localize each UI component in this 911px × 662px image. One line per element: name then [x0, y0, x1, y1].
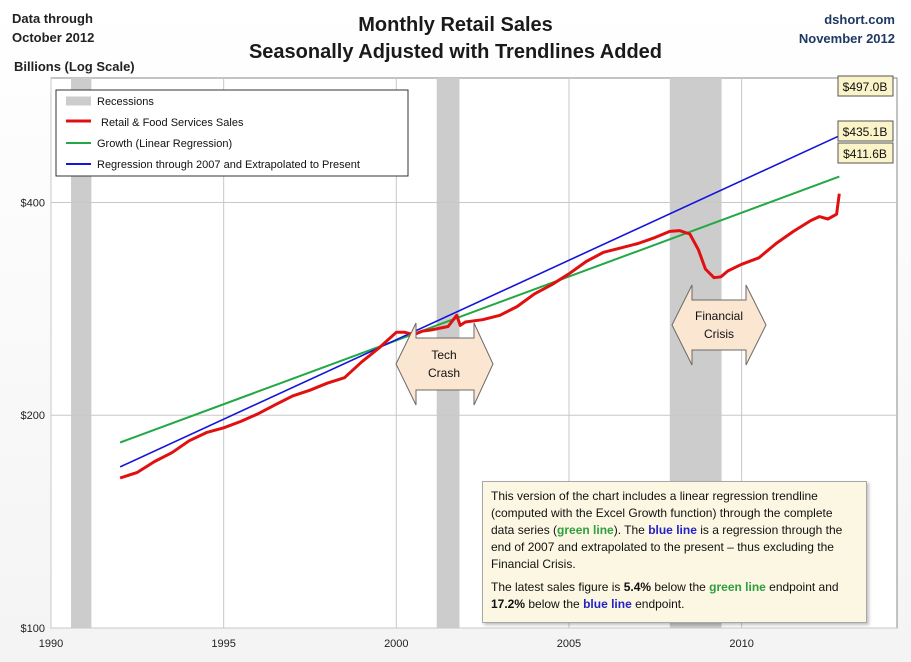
info-paragraph-2: The latest sales figure is 5.4% below th… [491, 579, 858, 613]
data-through-note: Data through October 2012 [12, 9, 94, 47]
growth-line [119, 175, 840, 444]
note-line-2: October 2012 [12, 30, 95, 45]
regression-line [119, 135, 840, 468]
source-credit: dshort.com November 2012 [799, 10, 895, 48]
info-text: is a regression through the end of 2007 … [491, 523, 843, 571]
financial-crisis-label-1: Financial [695, 309, 743, 323]
blue-end-label-box [837, 75, 894, 97]
y-tick-label: $100 [21, 623, 45, 635]
note-line-1: Data through [12, 11, 93, 26]
y-tick-label: $400 [21, 197, 45, 209]
info-text: below the [525, 597, 584, 611]
title-line-1: Monthly Retail Sales [358, 14, 553, 36]
info-text: The latest sales figure is [491, 580, 624, 594]
x-tick-label: 1995 [211, 638, 235, 650]
red-end-label-box [837, 142, 894, 164]
info-text: below the [651, 580, 710, 594]
info-text: ). The [613, 523, 649, 537]
financial-crisis-annotation: Financial Crisis [671, 284, 767, 366]
legend-retail: Retail & Food Services Sales [101, 117, 244, 129]
info-text: endpoint. [631, 597, 685, 611]
info-box: This version of the chart includes a lin… [482, 481, 867, 623]
legend-regression: Regression through 2007 and Extrapolated… [97, 159, 360, 171]
source-line-2: November 2012 [798, 31, 895, 46]
chart-title: Monthly Retail Sales Seasonally Adjusted… [0, 12, 911, 66]
info-pct-green: 5.4% [623, 580, 652, 594]
source-line-1: dshort.com [824, 12, 895, 27]
financial-crisis-arrow [671, 284, 767, 366]
tech-crash-label-1: Tech [431, 348, 456, 362]
x-tick-label: 2010 [729, 638, 753, 650]
tech-crash-arrow [395, 322, 494, 406]
blue-end-label: $497.0B [843, 80, 888, 94]
retail-sales-line [119, 193, 841, 480]
green-end-label: $435.1B [843, 125, 888, 139]
red-end-label: $411.6B [843, 147, 887, 161]
x-tick-label: 2000 [384, 638, 408, 650]
green-end-label-box [837, 120, 894, 142]
info-blue-term: blue line [648, 523, 697, 537]
info-text: This version of the chart includes a lin… [491, 489, 833, 537]
legend: Recessions Retail & Food Services Sales … [55, 89, 409, 177]
recession-band [71, 78, 92, 628]
end-labels: $497.0B $435.1B $411.6B [837, 75, 894, 164]
financial-crisis-label-2: Crisis [704, 327, 734, 341]
info-text: endpoint and [765, 580, 839, 594]
info-green-term: green line [557, 523, 614, 537]
info-green-term: green line [709, 580, 766, 594]
y-tick-label: $200 [21, 410, 45, 422]
x-tick-label: 2005 [557, 638, 581, 650]
legend-box [55, 89, 409, 177]
x-tick-label: 1990 [39, 638, 63, 650]
tech-crash-label-2: Crash [428, 366, 460, 380]
title-line-2: Seasonally Adjusted with Trendlines Adde… [248, 41, 663, 63]
info-paragraph-1: This version of the chart includes a lin… [491, 488, 858, 573]
legend-growth: Growth (Linear Regression) [97, 138, 232, 150]
info-blue-term: blue line [583, 597, 632, 611]
tech-crash-annotation: Tech Crash [395, 322, 494, 406]
legend-recessions: Recessions [97, 96, 154, 108]
info-pct-blue: 17.2% [491, 597, 526, 611]
y-axis-unit: Billions (Log Scale) [14, 59, 135, 74]
